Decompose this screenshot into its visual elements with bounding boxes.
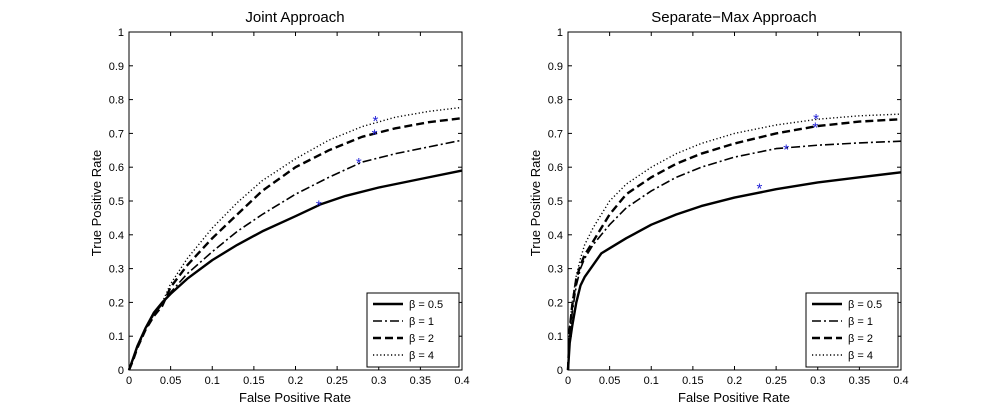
chart-title: Separate−Max Approach <box>651 9 817 26</box>
x-tick-label: 0.4 <box>454 375 469 387</box>
y-tick-label: 0.5 <box>109 196 124 208</box>
x-tick-label: 0.1 <box>644 375 659 387</box>
y-tick-label: 0.8 <box>548 95 563 107</box>
legend-label: β = 0.5 <box>409 299 443 311</box>
y-tick-label: 0.9 <box>109 61 124 73</box>
series-marker: * <box>813 111 819 128</box>
y-tick-label: 0.1 <box>548 331 563 343</box>
y-tick-label: 0.7 <box>548 128 563 140</box>
x-tick-label: 0.35 <box>849 375 870 387</box>
series-marker: * <box>356 155 362 172</box>
y-tick-label: 0.2 <box>548 297 563 309</box>
legend-label: β = 2 <box>409 333 434 345</box>
y-tick-label: 0 <box>557 365 563 377</box>
y-tick-label: 0.6 <box>109 162 124 174</box>
y-tick-label: 0.1 <box>109 331 124 343</box>
x-tick-label: 0 <box>126 375 132 387</box>
series-line <box>128 106 463 371</box>
y-axis-label: True Positive Rate <box>89 150 104 256</box>
y-tick-label: 0.4 <box>109 230 124 242</box>
chart-title: Joint Approach <box>245 9 344 26</box>
legend-box <box>366 292 460 368</box>
legend-box <box>805 292 899 368</box>
y-tick-label: 1 <box>118 27 124 39</box>
x-tick-label: 0.05 <box>160 375 181 387</box>
series-marker: * <box>372 113 378 130</box>
y-tick-label: 0.7 <box>109 128 124 140</box>
series-marker: * <box>316 197 322 214</box>
series-marker: * <box>783 142 789 159</box>
x-axis-label: False Positive Rate <box>678 390 790 405</box>
y-axis-label: True Positive Rate <box>528 150 543 256</box>
x-tick-label: 0.1 <box>205 375 220 387</box>
x-tick-label: 0.2 <box>727 375 742 387</box>
x-tick-label: 0.4 <box>893 375 908 387</box>
y-tick-label: 0.3 <box>109 264 124 276</box>
x-tick-label: 0.35 <box>410 375 431 387</box>
legend-label: β = 2 <box>848 333 873 345</box>
legend-label: β = 1 <box>848 316 873 328</box>
legend-label: β = 1 <box>409 316 434 328</box>
series-line <box>567 113 902 371</box>
legend-label: β = 4 <box>409 350 434 362</box>
y-tick-label: 0 <box>118 365 124 377</box>
chart-joint-approach: Joint Approach False Positive Rate True … <box>89 9 470 405</box>
y-tick-label: 0.9 <box>548 61 563 73</box>
x-tick-label: 0.15 <box>243 375 264 387</box>
series-line <box>567 140 902 371</box>
x-axis-label: False Positive Rate <box>239 390 351 405</box>
y-tick-label: 0.3 <box>548 264 563 276</box>
x-tick-label: 0.25 <box>765 375 786 387</box>
series-marker: * <box>757 180 763 197</box>
series-marker: * <box>372 126 378 143</box>
y-tick-label: 0.4 <box>548 230 563 242</box>
series-marker: * <box>812 120 818 137</box>
y-tick-label: 0.6 <box>548 162 563 174</box>
x-tick-label: 0.15 <box>682 375 703 387</box>
x-tick-label: 0.3 <box>371 375 386 387</box>
x-tick-label: 0.2 <box>288 375 303 387</box>
legend-label: β = 0.5 <box>848 299 882 311</box>
legend-label: β = 4 <box>848 350 873 362</box>
y-tick-label: 0.5 <box>548 196 563 208</box>
legend: β = 0.5 β = 1 β = 2 β = 4 <box>805 292 899 368</box>
y-tick-label: 1 <box>557 27 563 39</box>
series-line <box>566 171 902 371</box>
legend: β = 0.5 β = 1 β = 2 β = 4 <box>366 292 460 368</box>
chart-separate-max-approach: Separate−Max Approach False Positive Rat… <box>528 9 909 405</box>
y-tick-label: 0.8 <box>109 95 124 107</box>
x-tick-label: 0.3 <box>810 375 825 387</box>
x-tick-label: 0 <box>565 375 571 387</box>
y-tick-label: 0.2 <box>109 297 124 309</box>
x-tick-label: 0.05 <box>599 375 620 387</box>
x-tick-label: 0.25 <box>326 375 347 387</box>
